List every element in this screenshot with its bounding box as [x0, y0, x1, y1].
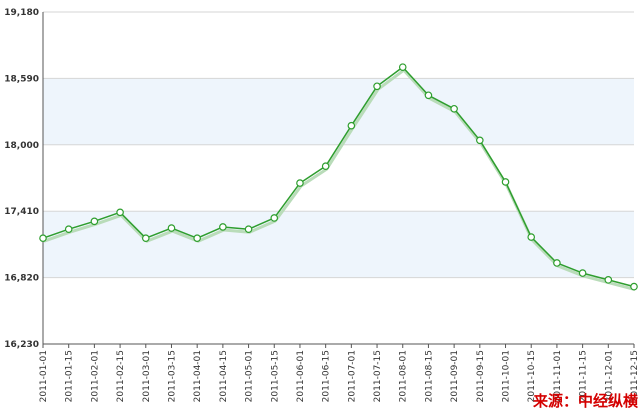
data-point [398, 63, 407, 71]
data-point [193, 234, 201, 243]
data-point [450, 104, 458, 113]
data-point [604, 276, 613, 284]
x-tick-label: 2011-01-01 [39, 350, 49, 402]
x-tick-label: 2011-04-15 [219, 350, 229, 402]
data-point [321, 162, 330, 170]
data-point [501, 178, 510, 186]
x-tick-label: 2011-01-15 [65, 350, 75, 402]
x-tick-label: 2011-08-01 [399, 350, 409, 402]
grid-lines [43, 11, 634, 345]
x-tick-label: 2011-09-01 [450, 350, 460, 402]
plot-band [43, 78, 634, 145]
x-tick-label: 2011-05-01 [245, 350, 255, 402]
series [42, 66, 635, 288]
plot-band [43, 211, 634, 278]
x-tick-label: 2011-11-15 [579, 350, 589, 402]
source-label: 来源：中经纵横 [532, 392, 639, 410]
data-point [527, 233, 536, 241]
series-line [42, 66, 635, 288]
x-tick-label: 2011-12-01 [604, 350, 614, 402]
y-tick-label: 16,820 [4, 274, 39, 284]
data-point [39, 234, 47, 243]
data-point [167, 224, 176, 232]
x-tick-label: 2011-03-15 [167, 350, 177, 402]
data-point [476, 136, 484, 145]
data-point [347, 121, 356, 130]
data-point [219, 223, 227, 231]
data-point [424, 91, 433, 100]
data-point [90, 217, 99, 226]
y-tick-label: 19,180 [4, 8, 39, 18]
plot-frame [42, 12, 634, 345]
y-tick-label: 18,000 [4, 141, 39, 151]
data-point [296, 179, 304, 187]
y-tick-label: 16,230 [4, 340, 39, 350]
x-tick-label: 2011-10-01 [502, 350, 512, 402]
y-axis: 19,180 18,590 18,000 17,410 16,820 16,230 [4, 8, 39, 350]
x-tick-label: 2011-06-15 [322, 350, 332, 402]
data-point [373, 82, 381, 91]
x-tick-label: 2011-11-01 [553, 350, 563, 402]
x-tick-label: 2011-08-15 [424, 350, 434, 402]
x-tick-label: 2011-05-15 [270, 350, 280, 402]
x-axis: 2011-01-01 2011-01-15 2011-02-01 2011-02-15… [39, 344, 640, 402]
y-tick-label: 18,590 [4, 74, 39, 84]
y-tick-label: 17,410 [4, 207, 39, 217]
x-tick-label: 2011-06-01 [296, 350, 306, 402]
data-point [141, 234, 150, 243]
plot-bands [43, 78, 634, 278]
x-tick-label: 2011-09-15 [476, 350, 486, 402]
data-point [116, 208, 124, 217]
x-tick-label: 2011-02-15 [116, 350, 126, 402]
x-tick-label: 2011-02-01 [90, 350, 100, 402]
x-tick-label: 2011-03-01 [142, 350, 152, 402]
x-tick-label: 2011-07-01 [347, 350, 357, 402]
data-points [39, 63, 638, 291]
x-tick-label: 2011-12-15 [630, 350, 640, 402]
data-point [64, 225, 73, 234]
data-point [578, 269, 587, 277]
x-tick-label: 2011-10-15 [527, 350, 537, 402]
data-point [630, 282, 638, 291]
x-tick-label: 2011-07-15 [373, 350, 383, 402]
data-point [270, 214, 279, 222]
data-point [553, 259, 561, 267]
x-tick-label: 2011-04-01 [193, 350, 203, 402]
data-point [244, 225, 253, 234]
